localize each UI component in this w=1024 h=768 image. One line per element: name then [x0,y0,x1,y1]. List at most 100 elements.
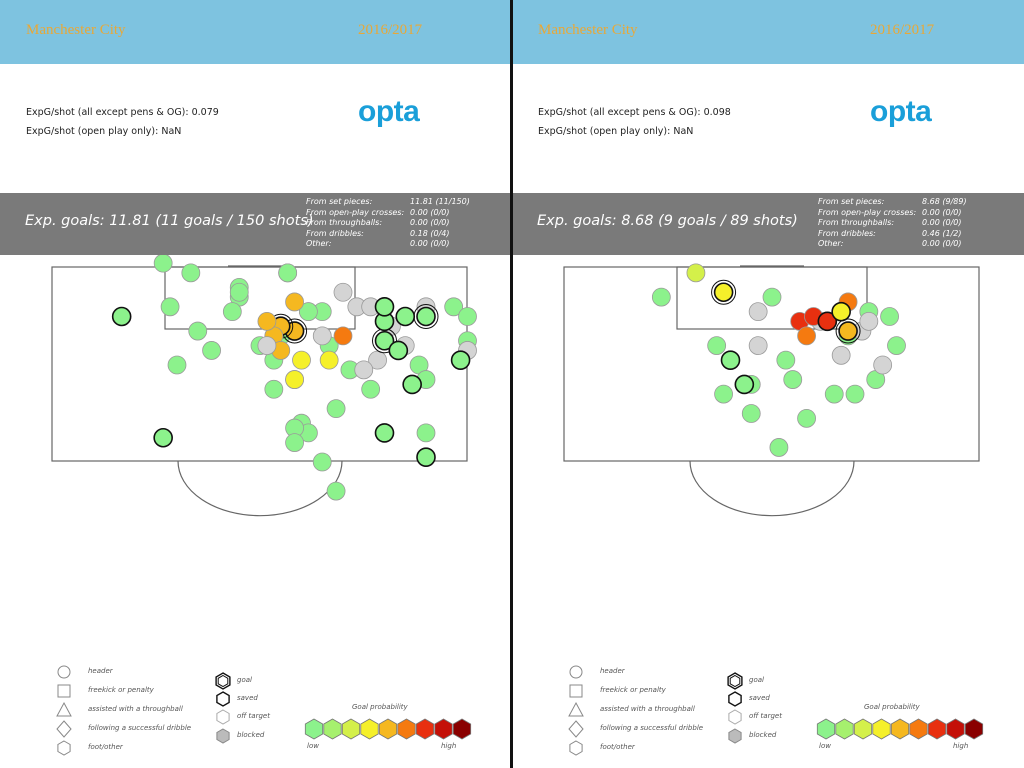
throughball-shape-icon [568,701,584,717]
outcome-legend [215,672,231,744]
shot-marker [838,321,858,341]
shot-marker [797,408,816,428]
shot-marker [285,433,304,453]
shot-marker [887,336,906,355]
shot-marker [769,438,789,457]
probability-swatch [816,718,836,740]
shot-marker [416,447,436,467]
breakdown-value: 0.00 (0/0) [922,218,962,227]
shape-legend-label: foot/other [88,743,123,751]
blocked-outcome-icon [216,728,230,744]
probability-swatch [378,718,398,740]
probability-title: Goal probability [352,703,408,711]
probability-swatch [890,718,910,740]
blocked-outcome-icon [728,728,742,744]
shot-marker [748,302,768,322]
breakdown-label: From set pieces: [818,197,885,206]
saved-outcome-icon [216,691,230,707]
xg-banner: Exp. goals: 11.81 (11 goals / 150 shots)… [0,193,512,255]
breakdown-value: 0.00 (0/0) [410,207,450,217]
shot-marker [361,379,381,399]
outcome-legend-label: blocked [237,731,265,739]
expg-open-stat: ExpG/shot (open play only): NaN [26,126,182,137]
probability-swatch [452,718,472,740]
breakdown-label: Other: [818,239,844,248]
shot-marker [374,330,395,351]
outcome-legend-label: goal [749,676,764,684]
probability-swatch [835,718,854,740]
shot-marker [354,360,374,380]
probability-swatch [946,718,965,740]
freekick-shape-icon [57,684,71,698]
probability-swatch [872,718,891,740]
shape-legend-label: assisted with a throughball [600,705,695,713]
exp-goals-summary: Exp. goals: 8.68 (9 goals / 89 shots) [537,213,798,229]
shot-marker [713,282,734,303]
probability-title: Goal probability [864,703,920,711]
probability-high-label: high [441,742,457,750]
penalty-arc [689,460,855,517]
breakdown-value: 0.46 (1/2) [922,228,962,238]
probability-swatch [360,718,379,740]
breakdown-row: Other: 0.00 (0/0) [306,239,506,250]
shot-marker [845,384,865,404]
exp-goals-summary: Exp. goals: 11.81 (11 goals / 150 shots) [25,213,314,229]
breakdown-value: 0.18 (0/4) [410,228,450,238]
breakdown-label: From dribbles: [818,228,876,238]
shot-marker [831,345,851,365]
goal-ring [413,304,439,329]
shot-marker [458,307,477,326]
pitch-lines [563,265,980,517]
panel-divider [510,0,513,768]
shot-marker [416,423,436,443]
outcome-legend-label: blocked [749,731,777,739]
shot-marker [651,287,671,307]
shot-marker [686,263,706,283]
off-target-outcome-icon [216,709,230,725]
opta-logo: opta [358,95,420,128]
xg-banner: Exp. goals: 8.68 (9 goals / 89 shots) Fr… [512,193,1024,255]
shape-legend-label: following a successful dribble [88,724,192,732]
shot-marker [444,297,464,317]
breakdown-row: From open-play crosses: 0.00 (0/0) [306,208,506,219]
breakdown-row: From open-play crosses: 0.00 (0/0) [818,208,1018,219]
throughball-shape-icon [56,701,72,717]
shape-legend-label: assisted with a throughball [88,705,183,713]
shot-marker [278,263,298,283]
probability-swatch [397,718,416,740]
breakdown-value: 11.81 (11/150) [410,197,470,206]
shot-marker [202,341,221,360]
shot-marker [160,297,180,317]
probability-scale [304,718,472,740]
shot-marker [783,370,803,389]
team-name: Manchester City [538,22,638,38]
pitch-lines [51,265,468,517]
breakdown-value: 0.00 (0/0) [922,207,962,217]
shot-map-panel-left: Manchester City 2016/2017 ExpG/shot (all… [0,0,512,756]
breakdown-label: From set pieces: [306,197,373,206]
season-label: 2016/2017 [870,22,935,38]
dribble-shape-icon [568,720,584,738]
breakdown-row: From set pieces: 11.81 (11/150) [306,197,506,208]
shot-marker [285,370,304,389]
shot-marker [741,404,761,423]
outcome-legend-label: saved [237,694,258,702]
outcome-legend-label: off target [749,712,782,720]
shot-marker [707,336,727,355]
breakdown-label: From throughballs: [306,218,383,227]
goal-outcome-inner-icon [217,674,229,688]
shot-marker [873,355,893,375]
shot-marker [188,321,208,341]
breakdown-row: From throughballs: 0.00 (0/0) [818,218,1018,229]
saved-outcome-icon [728,691,742,707]
shot-marker [734,374,755,395]
probability-low-label: low [819,742,831,750]
shape-legend-label: freekick or penalty [600,686,666,694]
breakdown-value: 8.68 (9/89) [922,197,967,206]
shot-marker [326,399,346,419]
header-shape-icon [569,665,583,679]
shot-marker [285,292,304,312]
shot-marker [222,302,242,322]
shot-marker [299,302,318,322]
shot-marker [402,374,422,395]
